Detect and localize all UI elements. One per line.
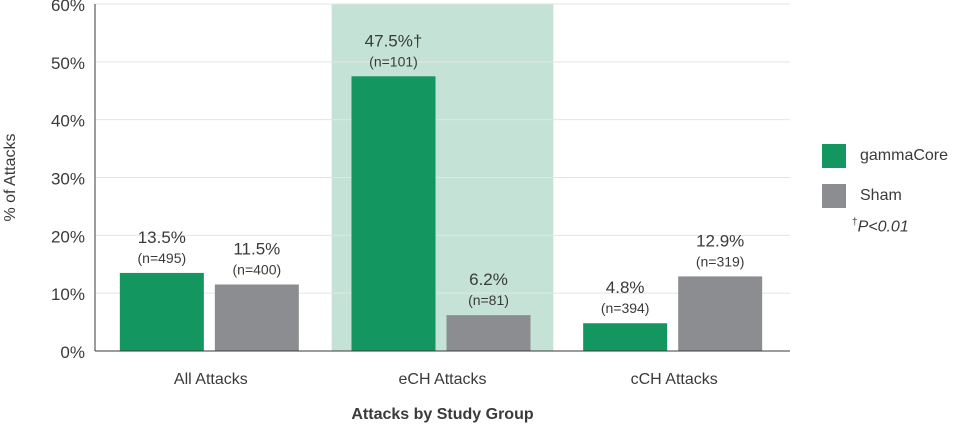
bar-n-label: (n=81) xyxy=(468,292,509,308)
y-tick-label: 50% xyxy=(51,54,85,73)
y-tick-label: 0% xyxy=(60,343,85,362)
bar-sham-0 xyxy=(214,284,299,351)
bar-sham-2 xyxy=(678,276,763,351)
legend-swatch-sham xyxy=(822,184,846,208)
y-tick-label: 30% xyxy=(51,170,85,189)
x-tick-label: eCH Attacks xyxy=(398,371,486,388)
dagger-mark: † xyxy=(852,217,858,228)
legend-item-gammacore: gammaCore xyxy=(822,143,957,169)
x-tick-label: All Attacks xyxy=(174,371,248,388)
bar-value-label: 47.5%† xyxy=(365,31,423,50)
legend-swatch-gammacore xyxy=(822,144,846,168)
bar-n-label: (n=495) xyxy=(138,250,187,266)
p-value-note: P<0.01 xyxy=(857,218,909,236)
bar-gammacore-1 xyxy=(351,76,436,352)
y-tick-label: 20% xyxy=(51,227,85,246)
bar-n-label: (n=101) xyxy=(369,53,418,69)
y-axis-title: % of Attacks xyxy=(2,133,19,221)
bar-value-label: 11.5% xyxy=(233,239,280,258)
bar-n-label: (n=319) xyxy=(696,253,745,269)
legend-label-sham: Sham xyxy=(860,187,902,204)
x-tick-label: cCH Attacks xyxy=(631,371,718,388)
bar-gammacore-2 xyxy=(583,323,668,351)
bar-value-label: 6.2% xyxy=(469,270,508,289)
x-axis-title: Attacks by Study Group xyxy=(351,406,533,423)
bar-n-label: (n=394) xyxy=(601,300,650,316)
bar-value-label: 12.9% xyxy=(696,231,744,250)
y-tick-label: 10% xyxy=(51,285,85,304)
legend-item-sham: Sham xyxy=(822,183,957,209)
bar-gammacore-0 xyxy=(119,272,204,351)
y-tick-label: 40% xyxy=(51,112,85,131)
bar-value-label: 13.5% xyxy=(138,228,186,247)
y-tick-label: 60% xyxy=(51,0,85,15)
bar-sham-1 xyxy=(446,315,531,351)
bar-chart: 0% 10% 20% 30% 40% 50% 60% 13.5% (n=495) 11.5% (n=… xyxy=(2,0,790,423)
bar-n-label: (n=400) xyxy=(233,261,282,277)
bar-value-label: 4.8% xyxy=(606,278,645,297)
legend-label-gammacore: gammaCore xyxy=(860,147,949,164)
legend: gammaCore Sham †P<0.01 xyxy=(822,143,957,236)
significance-note: †P<0.01 xyxy=(822,217,957,236)
